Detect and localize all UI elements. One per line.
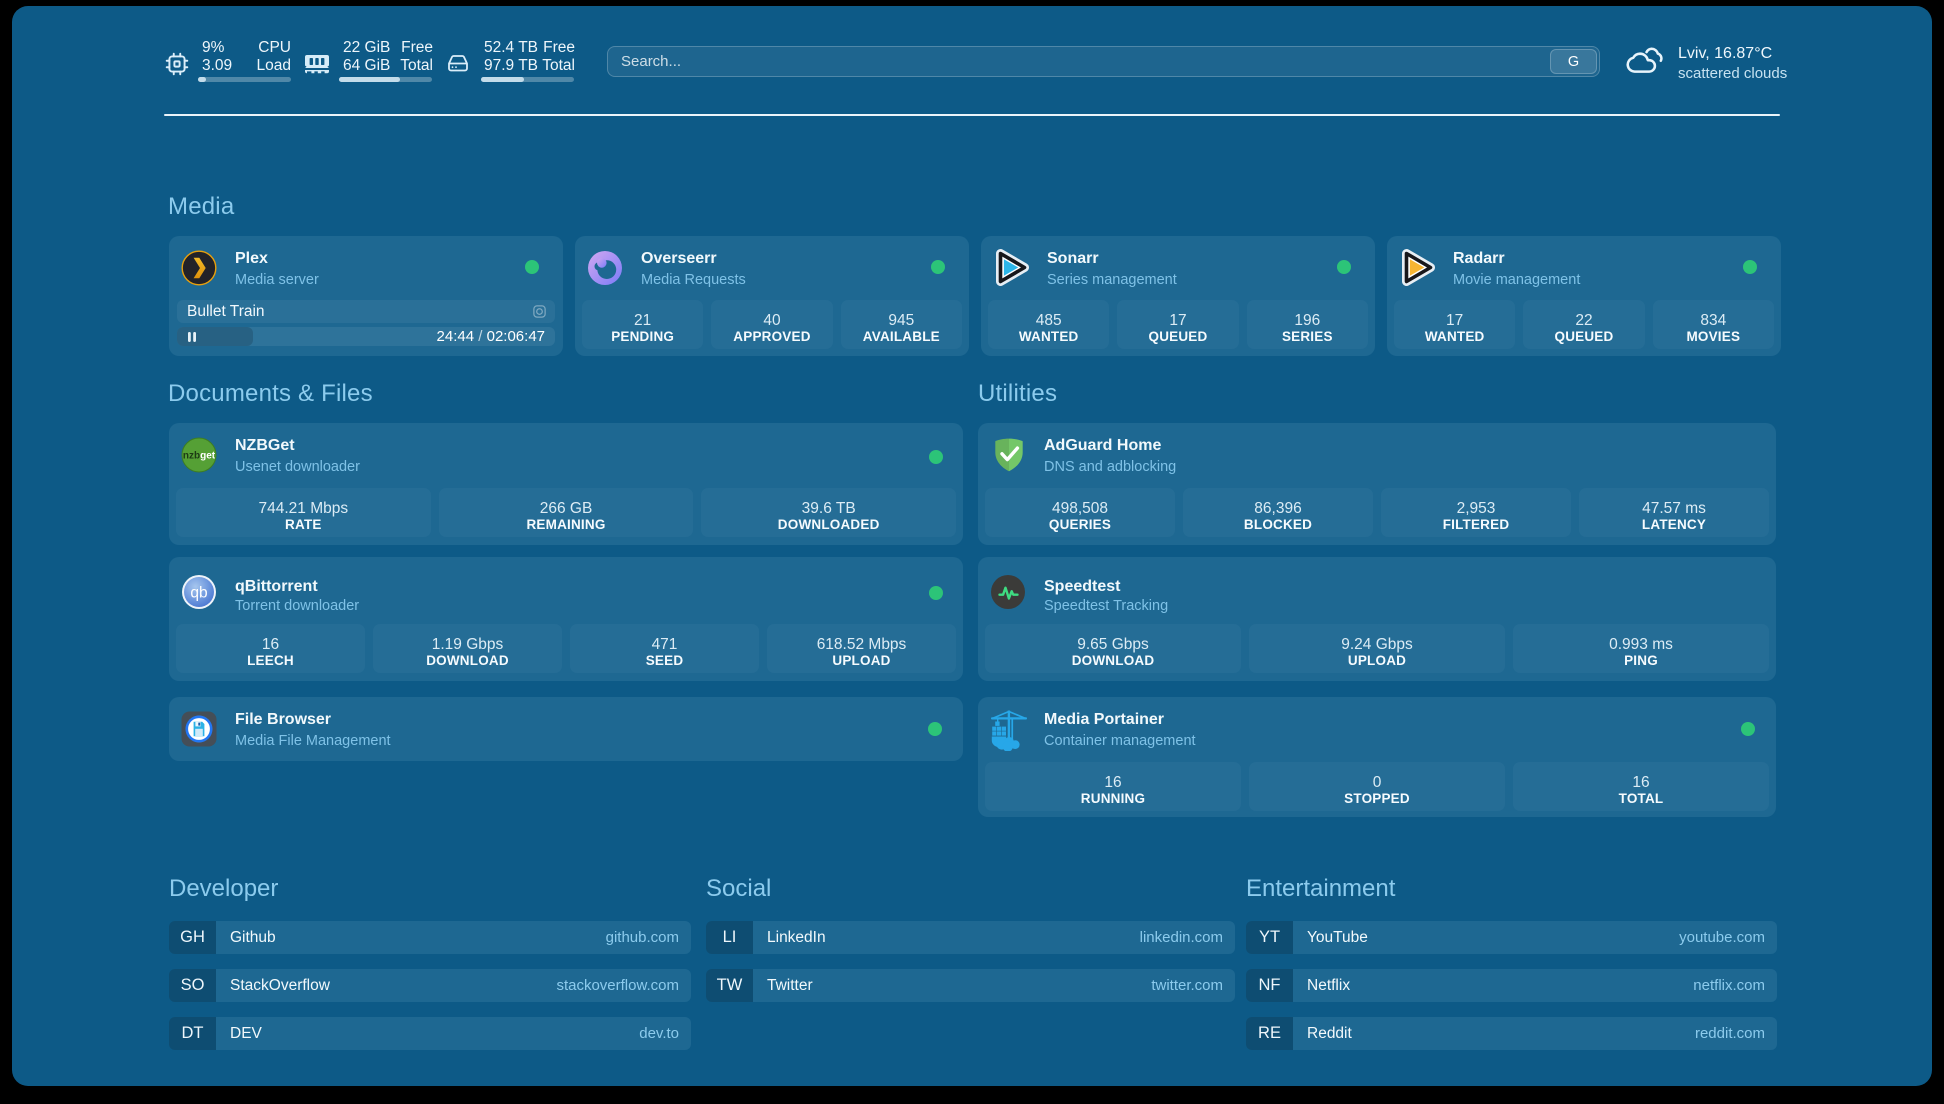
- svg-text:qb: qb: [190, 585, 207, 602]
- svg-text:nzbget: nzbget: [183, 450, 216, 461]
